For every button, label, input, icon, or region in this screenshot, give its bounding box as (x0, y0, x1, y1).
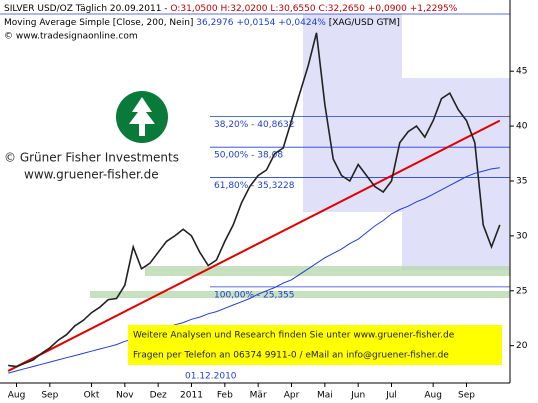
x-tick-label: Jul (385, 391, 397, 401)
header-text: Moving Average Simple [Close, 200, Nein] (4, 18, 196, 28)
x-tick-label: Dez (150, 391, 167, 401)
x-tick-label: Mär (250, 391, 267, 401)
y-tick-label: 45 (516, 67, 527, 77)
header: Moving Average Simple [Close, 200, Nein]… (4, 18, 400, 28)
support-band (90, 291, 510, 298)
banner-text: Fragen per Telefon an 06374 9911-0 / eMa… (133, 351, 449, 361)
x-tick-label: Apr (284, 391, 300, 401)
marks (7, 32, 501, 374)
logo-tree (129, 97, 155, 136)
highlight-box (402, 78, 510, 270)
header-text: © www.tradesignaonline.com (4, 32, 138, 42)
banner (128, 325, 502, 365)
y-tick-label: 40 (516, 122, 528, 132)
logo-url: www.gruener-fisher.de (24, 168, 159, 182)
series-line (8, 32, 501, 368)
x-tick-label: Aug (424, 391, 442, 401)
y-tick-label: 25 (516, 286, 527, 296)
x-tick-label: Okt (84, 391, 100, 401)
date-note: 01.12.2010 (185, 372, 237, 382)
x-tick-label: Feb (217, 391, 233, 401)
x-tick-label: 2011 (180, 391, 203, 401)
header-text: [XAG/USD GTM] (326, 18, 400, 28)
x-tick-label: Nov (116, 391, 134, 401)
header-text: SILVER USD/OZ Täglich 20.09.2011 - (4, 4, 170, 14)
fib-label: 50,00% - 38,08 (214, 151, 283, 161)
x-tick-label: Mai (317, 391, 333, 401)
header-text: 36,2976 +0,0154 +0,0424% (196, 18, 326, 28)
x-tick-label: Sep (458, 391, 475, 401)
header: SILVER USD/OZ Täglich 20.09.2011 - O:31,… (4, 4, 458, 14)
banner-text: Weitere Analysen und Research finden Sie… (133, 331, 455, 341)
x-tick-label: Jun (350, 391, 365, 401)
fib-label: 61,80% - 35,3228 (214, 181, 295, 191)
trendline (7, 119, 501, 372)
fib-label: 100,00% - 25,355 (214, 290, 295, 300)
y-tick-label: 30 (516, 231, 528, 241)
header-text: O:31,0500 H:32,0200 L:30,6550 C:32,2650 … (170, 4, 457, 14)
y-tick-label: 20 (516, 341, 528, 351)
support-band (145, 266, 510, 276)
levels: 38,20% - 40,8632 50,00% - 38,08 61,80% - 3… (210, 116, 510, 300)
x-tick-label: Sep (41, 391, 58, 401)
x-tick-label: Aug (8, 391, 26, 401)
y-tick-label: 35 (516, 176, 527, 186)
series-line (8, 167, 500, 374)
fib-label: 38,20% - 40,8632 (214, 120, 295, 130)
logo-name: © Grüner Fisher Investments (4, 151, 179, 165)
